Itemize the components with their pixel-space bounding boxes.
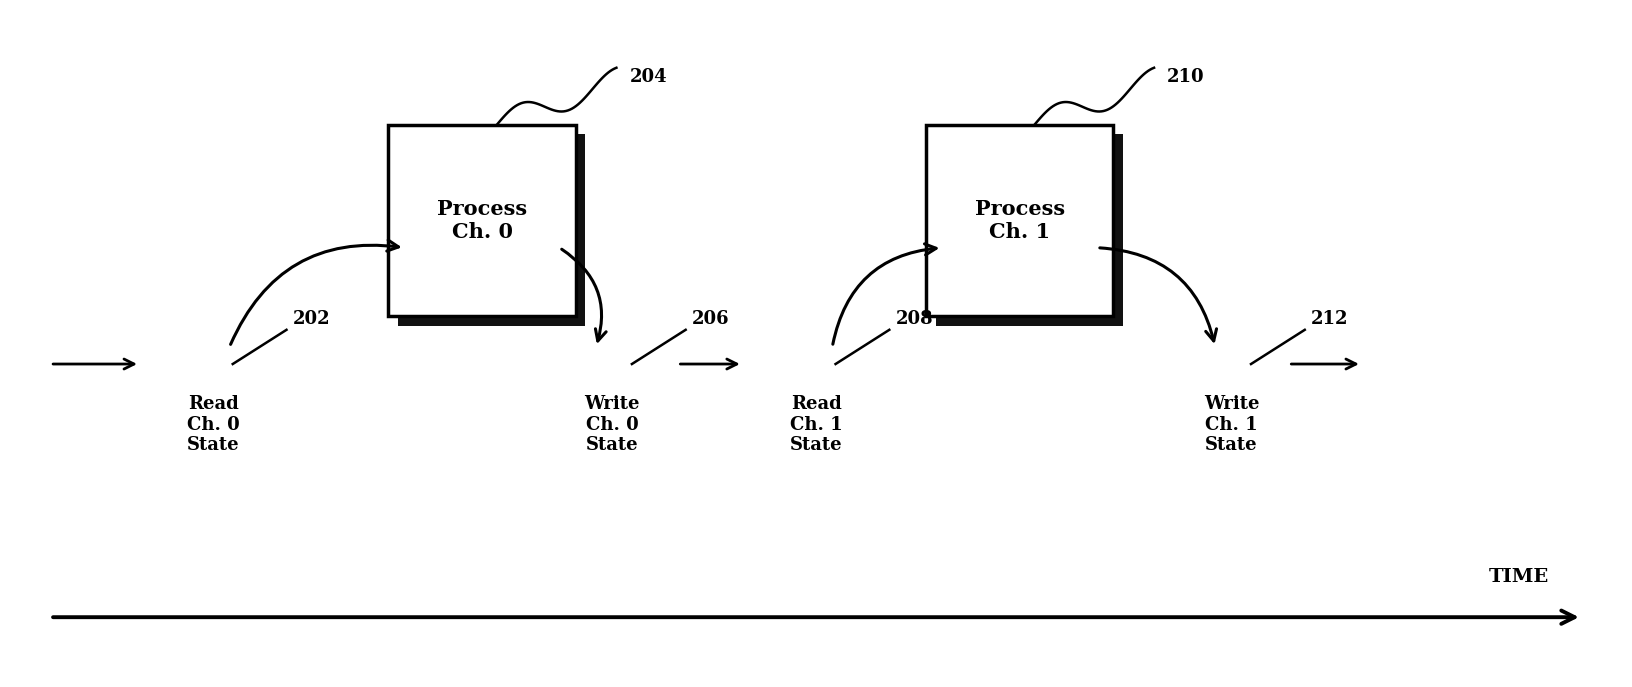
Text: Write
Ch. 1
State: Write Ch. 1 State bbox=[1204, 395, 1260, 454]
Text: Read
Ch. 1
State: Read Ch. 1 State bbox=[790, 395, 842, 454]
Text: Process
Ch. 1: Process Ch. 1 bbox=[974, 199, 1064, 242]
Text: Write
Ch. 0
State: Write Ch. 0 State bbox=[584, 395, 640, 454]
Text: 210: 210 bbox=[1167, 68, 1204, 87]
Text: TIME: TIME bbox=[1488, 568, 1549, 587]
Text: 206: 206 bbox=[692, 310, 730, 328]
Text: 208: 208 bbox=[896, 310, 934, 328]
FancyBboxPatch shape bbox=[388, 124, 576, 316]
Text: 204: 204 bbox=[630, 68, 667, 87]
Text: Read
Ch. 0
State: Read Ch. 0 State bbox=[186, 395, 240, 454]
Text: 202: 202 bbox=[294, 310, 331, 328]
FancyBboxPatch shape bbox=[935, 134, 1123, 326]
FancyBboxPatch shape bbox=[925, 124, 1113, 316]
FancyBboxPatch shape bbox=[398, 134, 586, 326]
Text: 212: 212 bbox=[1310, 310, 1348, 328]
Text: Process
Ch. 0: Process Ch. 0 bbox=[437, 199, 527, 242]
